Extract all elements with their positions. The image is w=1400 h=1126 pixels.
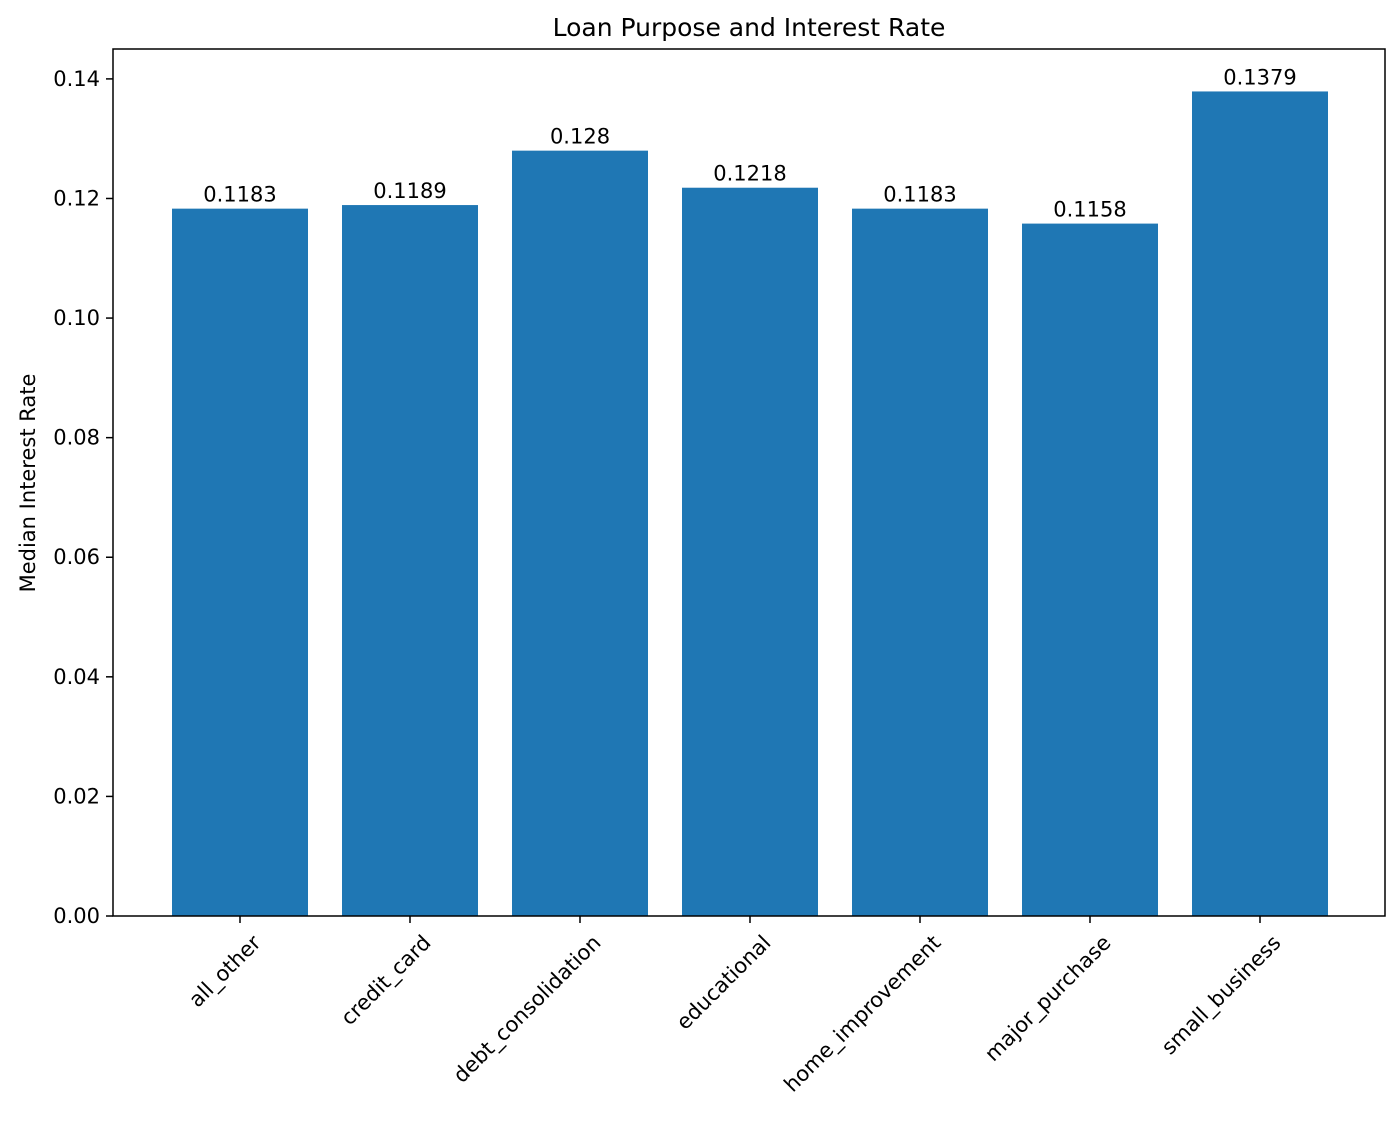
bars-group — [172, 91, 1328, 917]
bar-educational — [682, 187, 818, 917]
y-tick-label: 0.10 — [53, 306, 100, 330]
x-tick-label-all_other: all_other — [184, 930, 266, 1012]
data-label-all_other: 0.1183 — [203, 183, 276, 207]
data-label-credit_card: 0.1189 — [373, 179, 446, 203]
y-tick-label: 0.08 — [53, 426, 100, 450]
x-tick-label-home_improvement: home_improvement — [779, 931, 946, 1098]
data-label-major_purchase: 0.1158 — [1053, 198, 1126, 222]
data-label-small_business: 0.1379 — [1223, 65, 1296, 89]
y-axis-label: Median Interest Rate — [16, 374, 40, 593]
x-tick-label-credit_card: credit_card — [336, 931, 436, 1031]
y-axis: 0.00 0.02 0.04 0.06 0.08 0.10 0.12 0.14 — [53, 67, 113, 928]
y-tick-label: 0.12 — [53, 186, 100, 210]
data-label-educational: 0.1218 — [713, 162, 786, 186]
bar-all_other — [172, 208, 308, 916]
bar-major_purchase — [1022, 223, 1158, 917]
data-label-debt_consolidation: 0.128 — [550, 125, 610, 149]
bar-debt_consolidation — [512, 150, 648, 917]
y-tick-label: 0.06 — [53, 545, 100, 569]
bar-home_improvement — [852, 208, 988, 916]
bar-small_business — [1192, 91, 1328, 916]
bar-credit_card — [342, 205, 478, 916]
plot-frame — [112, 48, 1386, 917]
x-tick-label-educational: educational — [672, 931, 776, 1035]
y-tick-label: 0.00 — [53, 904, 100, 928]
y-tick-label: 0.14 — [53, 67, 100, 91]
x-tick-label-debt_consolidation: debt_consolidation — [449, 931, 607, 1089]
data-label-home_improvement: 0.1183 — [883, 183, 956, 207]
data-labels-group: 0.1183 0.1189 0.128 0.1218 0.1183 0.1158 0.137… — [203, 65, 1296, 221]
x-tick-label-major_purchase: major_purchase — [980, 931, 1116, 1067]
chart-title: Loan Purpose and Interest Rate — [553, 13, 946, 42]
x-tick-label-small_business: small_business — [1157, 931, 1286, 1060]
x-axis: all_other credit_card debt_consolidation ed… — [184, 916, 1286, 1097]
y-tick-label: 0.04 — [53, 665, 100, 689]
y-tick-label: 0.02 — [53, 784, 100, 808]
